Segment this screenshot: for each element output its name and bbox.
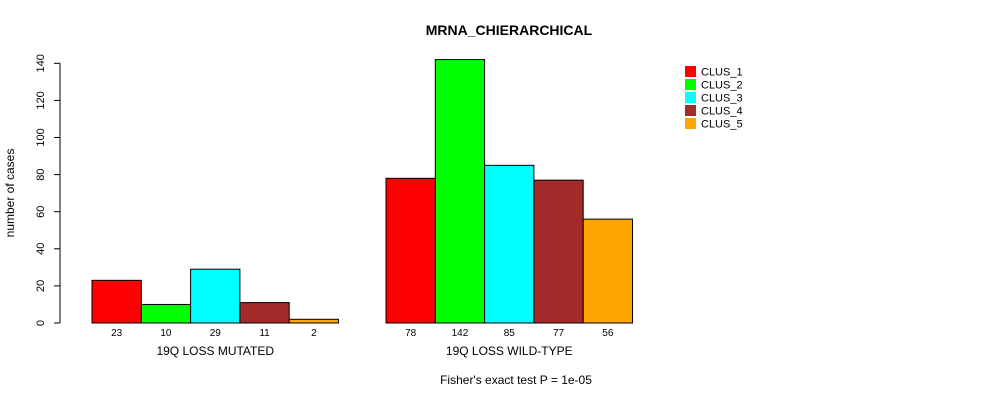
y-axis-label: number of cases (3, 149, 17, 238)
legend-label: CLUS_4 (701, 106, 743, 118)
group-labels: 19Q LOSS MUTATED 19Q LOSS WILD-TYPE (156, 344, 572, 358)
y-tick-label: 120 (35, 91, 47, 109)
bar-clus-5 (288, 318, 340, 324)
bar-clus-2 (140, 303, 192, 324)
bar-count-label: 2 (311, 328, 317, 339)
legend-swatch (685, 92, 696, 103)
y-tick-label: 60 (35, 206, 47, 218)
legend-swatch (685, 105, 696, 116)
y-tick-label: 100 (35, 128, 47, 146)
bar-clus-5 (582, 218, 634, 324)
group-label: 19Q LOSS MUTATED (156, 344, 274, 358)
bar-count-label: 77 (553, 328, 565, 339)
bar-clus-2 (434, 59, 486, 324)
bar-count-label: 85 (504, 328, 516, 339)
bar-count-label: 11 (259, 328, 270, 339)
y-tick-label: 20 (35, 280, 47, 292)
bar-clus-1 (385, 177, 436, 324)
legend-swatch (685, 79, 696, 90)
legend-label: CLUS_1 (701, 67, 743, 79)
group-label: 19Q LOSS WILD-TYPE (446, 344, 573, 358)
legend-label: CLUS_5 (701, 119, 743, 131)
bar-count-label: 29 (210, 328, 222, 339)
bars: 23 10 29 11 2 78 142 85 77 56 (91, 59, 634, 339)
bar-count-label: 142 (452, 328, 469, 339)
bar-count-label: 78 (405, 328, 417, 339)
bar-clus-4 (533, 179, 584, 324)
legend-swatch (685, 66, 696, 77)
bar-count-label: 23 (111, 328, 123, 339)
fisher-test-footnote: Fisher's exact test P = 1e-05 (440, 373, 592, 387)
legend-label: CLUS_2 (701, 80, 743, 92)
bar-count-label: 56 (602, 328, 614, 339)
legend-swatch (685, 118, 696, 129)
chart-title: MRNA_CHIERARCHICAL (426, 22, 593, 38)
y-tick-label: 40 (35, 243, 47, 255)
bar-clus-4 (239, 302, 290, 324)
legend-label: CLUS_3 (701, 93, 743, 105)
bar-clus-1 (91, 279, 142, 324)
bar-count-label: 10 (160, 328, 172, 339)
y-axis: 0 20 40 60 80 100 120 140 (35, 54, 61, 326)
y-tick-label: 140 (35, 54, 47, 72)
y-tick-label: 80 (35, 168, 47, 180)
y-tick-label: 0 (35, 320, 47, 326)
bar-clus-3 (484, 164, 535, 324)
bar-clus-3 (190, 268, 241, 324)
